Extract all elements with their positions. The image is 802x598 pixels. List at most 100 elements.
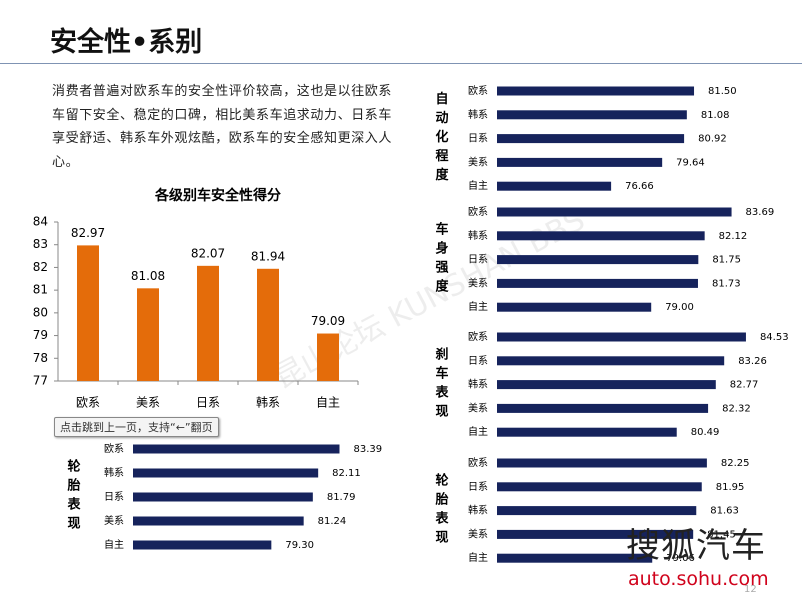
category-label: 韩系: [468, 229, 488, 242]
value-label: 80.49: [691, 427, 720, 438]
paragraph: 消费者普遍对欧系车的安全性评价较高，这也是以往欧系车留下安全、稳定的口碑，相比美…: [52, 84, 393, 170]
category-label: 欧系: [468, 85, 488, 97]
category-label: 欧系: [468, 206, 488, 218]
bar: [497, 231, 705, 241]
category-label: 美系: [468, 276, 488, 289]
value-label: 82.07: [191, 246, 225, 260]
bar: [497, 403, 709, 413]
y-tick-label: 81: [33, 283, 48, 297]
bar: [133, 540, 272, 550]
x-tick-label: 欧系: [76, 396, 100, 410]
category-label: 日系: [468, 481, 488, 493]
bar: [497, 458, 707, 468]
value-label: 80.92: [698, 134, 727, 145]
value-label: 84.53: [760, 332, 789, 343]
value-label: 81.08: [131, 269, 165, 283]
value-label: 83.39: [354, 444, 383, 455]
title-rule: [0, 63, 802, 64]
category-label: 欧系: [468, 331, 488, 343]
bar: [497, 86, 695, 96]
bar: [497, 380, 716, 390]
category-label: 自主: [468, 300, 488, 313]
value-label: 83.26: [738, 356, 767, 367]
category-label: 自主: [104, 538, 124, 551]
y-tick-label: 83: [33, 237, 48, 251]
bar: [497, 278, 698, 288]
bar: [497, 427, 677, 437]
chart-title: 车身强度: [433, 221, 449, 298]
value-label: 79.00: [665, 302, 694, 313]
value-label: 81.63: [710, 506, 739, 517]
value-label: 82.25: [721, 458, 750, 469]
value-label: 81.45: [707, 529, 736, 540]
bar: [133, 444, 340, 454]
tooltip: 点击跳到上一页，支持“←”翻页: [54, 417, 219, 437]
x-tick-label: 韩系: [256, 395, 280, 410]
chart-title: 自动化程度: [433, 91, 449, 187]
bar: [497, 302, 652, 312]
category-label: 日系: [468, 133, 488, 145]
bar: [257, 268, 279, 381]
category-label: 自主: [468, 179, 488, 192]
x-tick-label: 自主: [316, 396, 340, 410]
bar: [497, 506, 697, 516]
logo-url: auto.sohu.com: [628, 568, 769, 590]
value-label: 81.95: [716, 482, 745, 493]
value-label: 76.66: [625, 181, 654, 192]
category-label: 韩系: [468, 108, 488, 121]
bar: [133, 468, 319, 478]
x-tick-label: 美系: [136, 396, 160, 410]
value-label: 81.73: [712, 278, 741, 289]
category-label: 日系: [104, 491, 124, 503]
bar: [497, 255, 699, 265]
y-tick-label: 78: [33, 351, 48, 365]
bar: [137, 288, 159, 381]
value-label: 82.32: [722, 403, 751, 414]
bar: [133, 516, 304, 526]
chart-title: 各级别车安全性得分: [154, 187, 281, 204]
y-tick-label: 82: [33, 260, 48, 274]
value-label: 82.77: [730, 380, 759, 391]
category-label: 美系: [104, 514, 124, 527]
bar: [197, 265, 219, 381]
value-label: 82.97: [71, 226, 105, 240]
value-label: 79.06: [666, 553, 695, 564]
slide-title: 安全性•系别: [50, 27, 203, 58]
x-tick-label: 日系: [196, 396, 220, 410]
bar: [497, 157, 663, 167]
value-label: 79.09: [311, 314, 345, 328]
bar: [497, 134, 685, 144]
chart-title: 轮胎表现: [65, 458, 82, 535]
bar: [497, 356, 725, 366]
category-label: 美系: [468, 155, 488, 168]
value-label: 81.94: [251, 249, 285, 263]
bar: [497, 529, 694, 539]
value-label: 82.12: [719, 231, 748, 242]
page-number: 12: [744, 584, 757, 595]
value-label: 81.50: [708, 86, 737, 97]
y-tick-label: 80: [33, 305, 48, 319]
value-label: 83.69: [746, 207, 775, 218]
category-label: 韩系: [468, 378, 488, 391]
bar: [133, 492, 313, 502]
category-label: 欧系: [468, 457, 488, 469]
bar: [497, 553, 653, 563]
bar: [497, 207, 732, 217]
chart-title: 刹车表现: [433, 347, 450, 423]
category-label: 韩系: [104, 466, 124, 479]
bar: [497, 181, 612, 191]
value-label: 81.79: [327, 492, 356, 503]
value-label: 79.64: [676, 157, 705, 168]
bar: [77, 245, 99, 381]
bar: [497, 110, 687, 120]
value-label: 81.24: [318, 516, 347, 527]
value-label: 82.11: [332, 468, 361, 479]
bar: [497, 332, 746, 342]
category-label: 欧系: [104, 443, 124, 455]
category-label: 日系: [468, 355, 488, 367]
category-label: 韩系: [468, 504, 488, 517]
bar: [497, 482, 702, 492]
bar: [317, 333, 339, 381]
category-label: 日系: [468, 254, 488, 266]
